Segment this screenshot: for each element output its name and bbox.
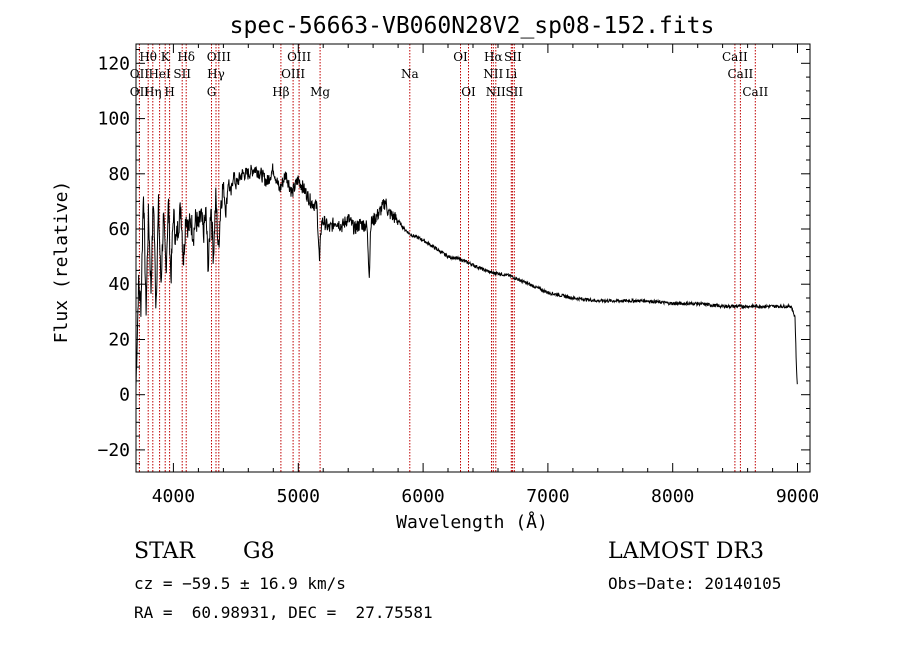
marker-label-26: CaII (727, 67, 753, 81)
y-tick-label: 120 (97, 53, 130, 74)
y-tick-label: 100 (97, 109, 130, 130)
coordinates-text: RA = 60.98931, DEC = 27.75581 (134, 603, 433, 622)
marker-label-17: OI (453, 50, 468, 64)
marker-label-1: OII (130, 85, 150, 99)
chart-title: spec-56663-VB060N28V2_sp08-152.fits (230, 13, 715, 39)
marker-label-21: NII (486, 85, 506, 99)
marker-label-14: OIII (287, 50, 311, 64)
x-tick-label: 4000 (152, 486, 195, 507)
marker-label-23: Li (505, 67, 517, 81)
marker-label-0: OII (130, 67, 150, 81)
x-tick-label: 9000 (776, 486, 819, 507)
object-subclass: G8 (243, 539, 275, 564)
marker-label-7: SII (173, 67, 191, 81)
x-tick-label: 5000 (277, 486, 320, 507)
x-tick-label: 8000 (651, 486, 694, 507)
spectrum-line (135, 163, 798, 387)
marker-label-16: Na (401, 67, 419, 81)
y-tick-label: 0 (119, 385, 130, 406)
object-class: STAR (134, 539, 195, 564)
y-tick-label: 20 (108, 330, 130, 351)
marker-label-8: Hδ (177, 50, 195, 64)
marker-label-20: NII (483, 67, 503, 81)
marker-label-15: Mg (310, 85, 330, 99)
marker-label-12: Hβ (272, 85, 289, 99)
y-tick-label: 40 (108, 274, 130, 295)
marker-label-10: Hγ (207, 67, 225, 81)
marker-labels: OII OII Hθ Hη HeI K H SII Hδ G Hγ OIII Hβ OIII OIII Mg N… (130, 50, 769, 99)
marker-label-25: CaII (722, 50, 748, 64)
marker-label-2: Hθ (139, 50, 157, 64)
x-tick-label: 7000 (526, 486, 569, 507)
marker-label-3: Hη (144, 85, 162, 99)
marker-label-19: Hα (484, 50, 503, 64)
marker-label-13: OIII (281, 67, 305, 81)
x-tick-label: 6000 (401, 486, 444, 507)
axes: 4000 5000 6000 7000 8000 9000 −20 0 20 40 60 80 100 1… (97, 43, 819, 507)
y-axis-label: Flux (relative) (51, 181, 72, 344)
marker-label-11: OIII (207, 50, 231, 64)
y-tick-label: 80 (108, 164, 130, 185)
survey-label: LAMOST DR3 (608, 539, 764, 564)
marker-label-6: H (164, 85, 174, 99)
redshift-text: cz = −59.5 ± 16.9 km/s (134, 574, 346, 593)
obs-date-text: Obs−Date: 20140105 (608, 574, 782, 593)
y-tick-label: −20 (97, 440, 130, 461)
marker-label-22: SII (504, 50, 522, 64)
marker-label-5: K (161, 50, 171, 64)
marker-label-27: CaII (742, 85, 768, 99)
spectrum-chart: spec-56663-VB060N28V2_sp08-152.fits OIIO… (51, 13, 819, 533)
marker-label-18: OI (461, 85, 476, 99)
plot-frame (135, 43, 811, 473)
marker-label-24: SII (505, 85, 523, 99)
marker-label-9: G (207, 85, 217, 99)
marker-label-4: HeI (148, 67, 171, 81)
x-axis-label: Wavelength (Å) (396, 511, 548, 533)
y-tick-label: 60 (108, 219, 130, 240)
